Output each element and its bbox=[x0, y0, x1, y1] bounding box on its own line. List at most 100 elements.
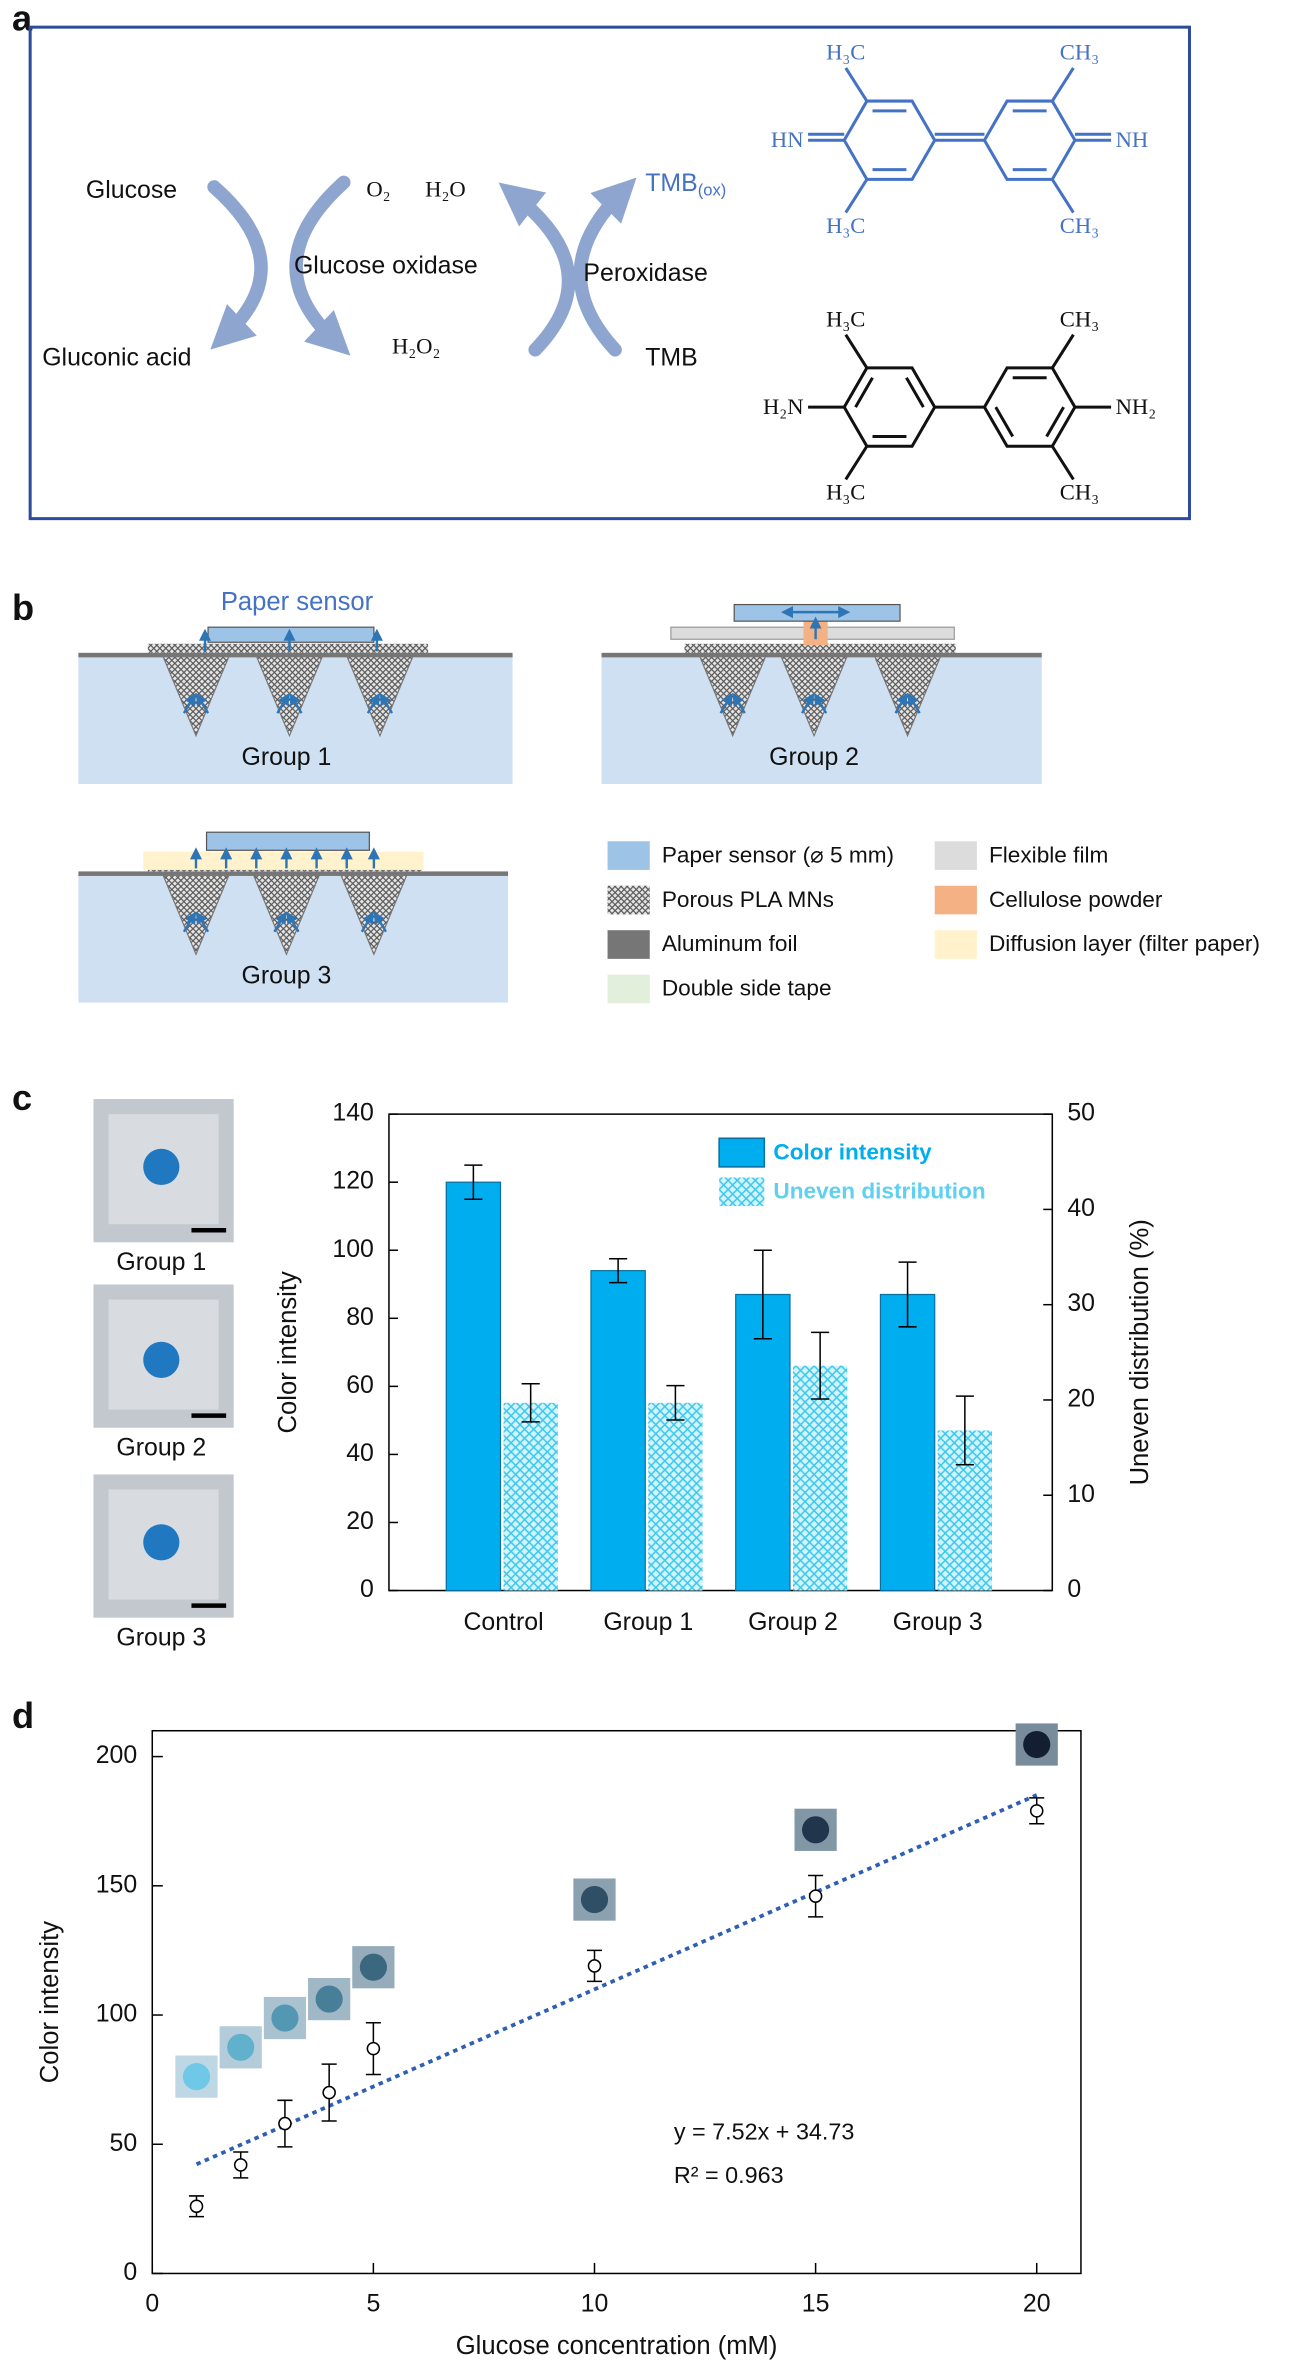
flow-arrow bbox=[373, 911, 387, 933]
atom-label: H₃C bbox=[826, 213, 865, 238]
flow-arrow bbox=[195, 911, 210, 933]
flow-arrow bbox=[195, 692, 210, 714]
double-bond bbox=[905, 376, 925, 408]
data-point bbox=[278, 2116, 292, 2131]
data-point bbox=[808, 1889, 823, 1903]
y2-tick-label: 10 bbox=[1067, 1480, 1095, 1508]
legend-label: Diffusion layer (filter paper) bbox=[989, 931, 1260, 956]
annotation: y = 7.52x + 34.73 bbox=[674, 2118, 855, 2144]
y-tick-label: 40 bbox=[346, 1439, 374, 1467]
diffusion-layer bbox=[143, 851, 424, 870]
flow-arrow bbox=[907, 692, 921, 714]
y2-tick-label: 20 bbox=[1067, 1385, 1095, 1413]
y-tick-label: 100 bbox=[96, 2000, 137, 2028]
flow-arrow bbox=[273, 911, 287, 933]
atom-label: NH bbox=[1116, 127, 1149, 152]
y-tick-label: 80 bbox=[346, 1303, 374, 1331]
atom-label: CH₃ bbox=[1060, 213, 1099, 238]
reaction-label: O₂ bbox=[366, 177, 390, 202]
error-bar bbox=[464, 1164, 483, 1200]
atom-label: H₃C bbox=[826, 306, 865, 331]
swatch-spot bbox=[802, 1816, 830, 1844]
error-bar bbox=[955, 1395, 974, 1466]
y-tick-label: 50 bbox=[110, 2129, 138, 2157]
legend-swatch bbox=[719, 1177, 765, 1207]
legend-swatch bbox=[607, 974, 650, 1004]
swatch-spot bbox=[315, 1985, 343, 2013]
data-point bbox=[322, 2085, 336, 2100]
bar bbox=[445, 1181, 502, 1592]
panel-label: d bbox=[12, 1695, 34, 1736]
y2-tick-label: 30 bbox=[1067, 1289, 1095, 1317]
aluminum-foil bbox=[78, 652, 513, 658]
y-tick-label: 140 bbox=[332, 1099, 373, 1127]
aluminum-foil bbox=[601, 652, 1042, 658]
flow-arrow bbox=[366, 692, 380, 714]
error-bar bbox=[666, 1384, 685, 1421]
panel-label: c bbox=[12, 1077, 32, 1118]
swatch-spot bbox=[580, 1886, 609, 1914]
x-tick-label: Group 3 bbox=[893, 1608, 983, 1636]
error-bar bbox=[609, 1258, 628, 1284]
x-axis-label: Glucose concentration (mM) bbox=[456, 2332, 778, 2360]
sensor-spot bbox=[143, 1148, 180, 1185]
flow-arrow bbox=[379, 692, 394, 714]
porous-layer bbox=[684, 643, 956, 653]
photo-label: Group 3 bbox=[116, 1623, 206, 1651]
error-bar bbox=[811, 1331, 830, 1400]
y-tick-label: 150 bbox=[96, 1870, 137, 1898]
legend-label: Cellulose powder bbox=[989, 887, 1163, 912]
label-main: TMB bbox=[645, 169, 697, 197]
legend-label: Uneven distribution bbox=[773, 1178, 985, 1203]
swatch-spot bbox=[1023, 1730, 1051, 1759]
flow-arrow bbox=[360, 911, 374, 933]
y-tick-label: 0 bbox=[360, 1575, 374, 1603]
photo-label: Group 2 bbox=[116, 1433, 206, 1461]
sensor-spot bbox=[143, 1341, 180, 1378]
double-bond bbox=[1045, 406, 1065, 438]
atom-label: H₂N bbox=[763, 394, 804, 419]
x-tick-label: Group 1 bbox=[603, 1608, 693, 1636]
y2-axis-label: Uneven distribution (%) bbox=[1126, 1219, 1154, 1485]
flow-arrow bbox=[276, 692, 290, 714]
bar bbox=[735, 1293, 791, 1592]
x-tick-label: 10 bbox=[581, 2290, 609, 2318]
error-bar bbox=[521, 1383, 540, 1423]
flow-arrow bbox=[182, 692, 197, 714]
legend-swatch bbox=[934, 885, 977, 915]
double-bond bbox=[854, 376, 874, 408]
group-label: Group 3 bbox=[242, 962, 332, 990]
chemical-structures: H₃C H₃C CH₃ CH₃ HN NH H₃C H₃C CH₃ CH₃ H₂N NH₂ bbox=[763, 39, 1156, 504]
flow-arrow bbox=[801, 692, 815, 714]
legend-label: Paper sensor (⌀ 5 mm) bbox=[662, 842, 894, 867]
porous-layer bbox=[147, 643, 429, 653]
reaction-label: H₂O₂ bbox=[392, 333, 440, 358]
legend-swatch bbox=[934, 841, 977, 870]
ring bbox=[842, 366, 937, 448]
data-point bbox=[233, 2158, 248, 2172]
sensor-spot bbox=[143, 1524, 180, 1561]
reaction-label: TMB(ox) bbox=[645, 169, 726, 200]
data-point bbox=[587, 1959, 602, 1973]
atom-label: CH₃ bbox=[1060, 306, 1099, 331]
y-tick-label: 20 bbox=[346, 1507, 374, 1535]
y2-tick-label: 40 bbox=[1067, 1194, 1095, 1222]
y-tick-label: 0 bbox=[123, 2258, 137, 2286]
sensor-schematics: Paper sensor Group 1 Group 2 Group 3 Paper s… bbox=[78, 588, 1260, 1004]
x-tick-label: Group 2 bbox=[748, 1608, 838, 1636]
bar-chart: 0 20 40 60 80 100 120 140 0 10 20 30 40 50 Color inten… bbox=[274, 1099, 1154, 1637]
flow-arrow bbox=[286, 911, 300, 933]
y-tick-label: 120 bbox=[332, 1167, 373, 1195]
y-axis-label: Color intensity bbox=[36, 1921, 64, 2083]
error-bar bbox=[898, 1261, 917, 1328]
bond bbox=[844, 67, 869, 102]
paper-sensor bbox=[205, 831, 370, 851]
atom-label: HN bbox=[771, 127, 804, 152]
panel-frame bbox=[28, 25, 1191, 521]
y-axis-label: Color intensity bbox=[274, 1271, 302, 1433]
atom-label: CH₃ bbox=[1060, 39, 1099, 64]
atom-label: CH₃ bbox=[1060, 480, 1099, 505]
bar bbox=[792, 1365, 848, 1591]
